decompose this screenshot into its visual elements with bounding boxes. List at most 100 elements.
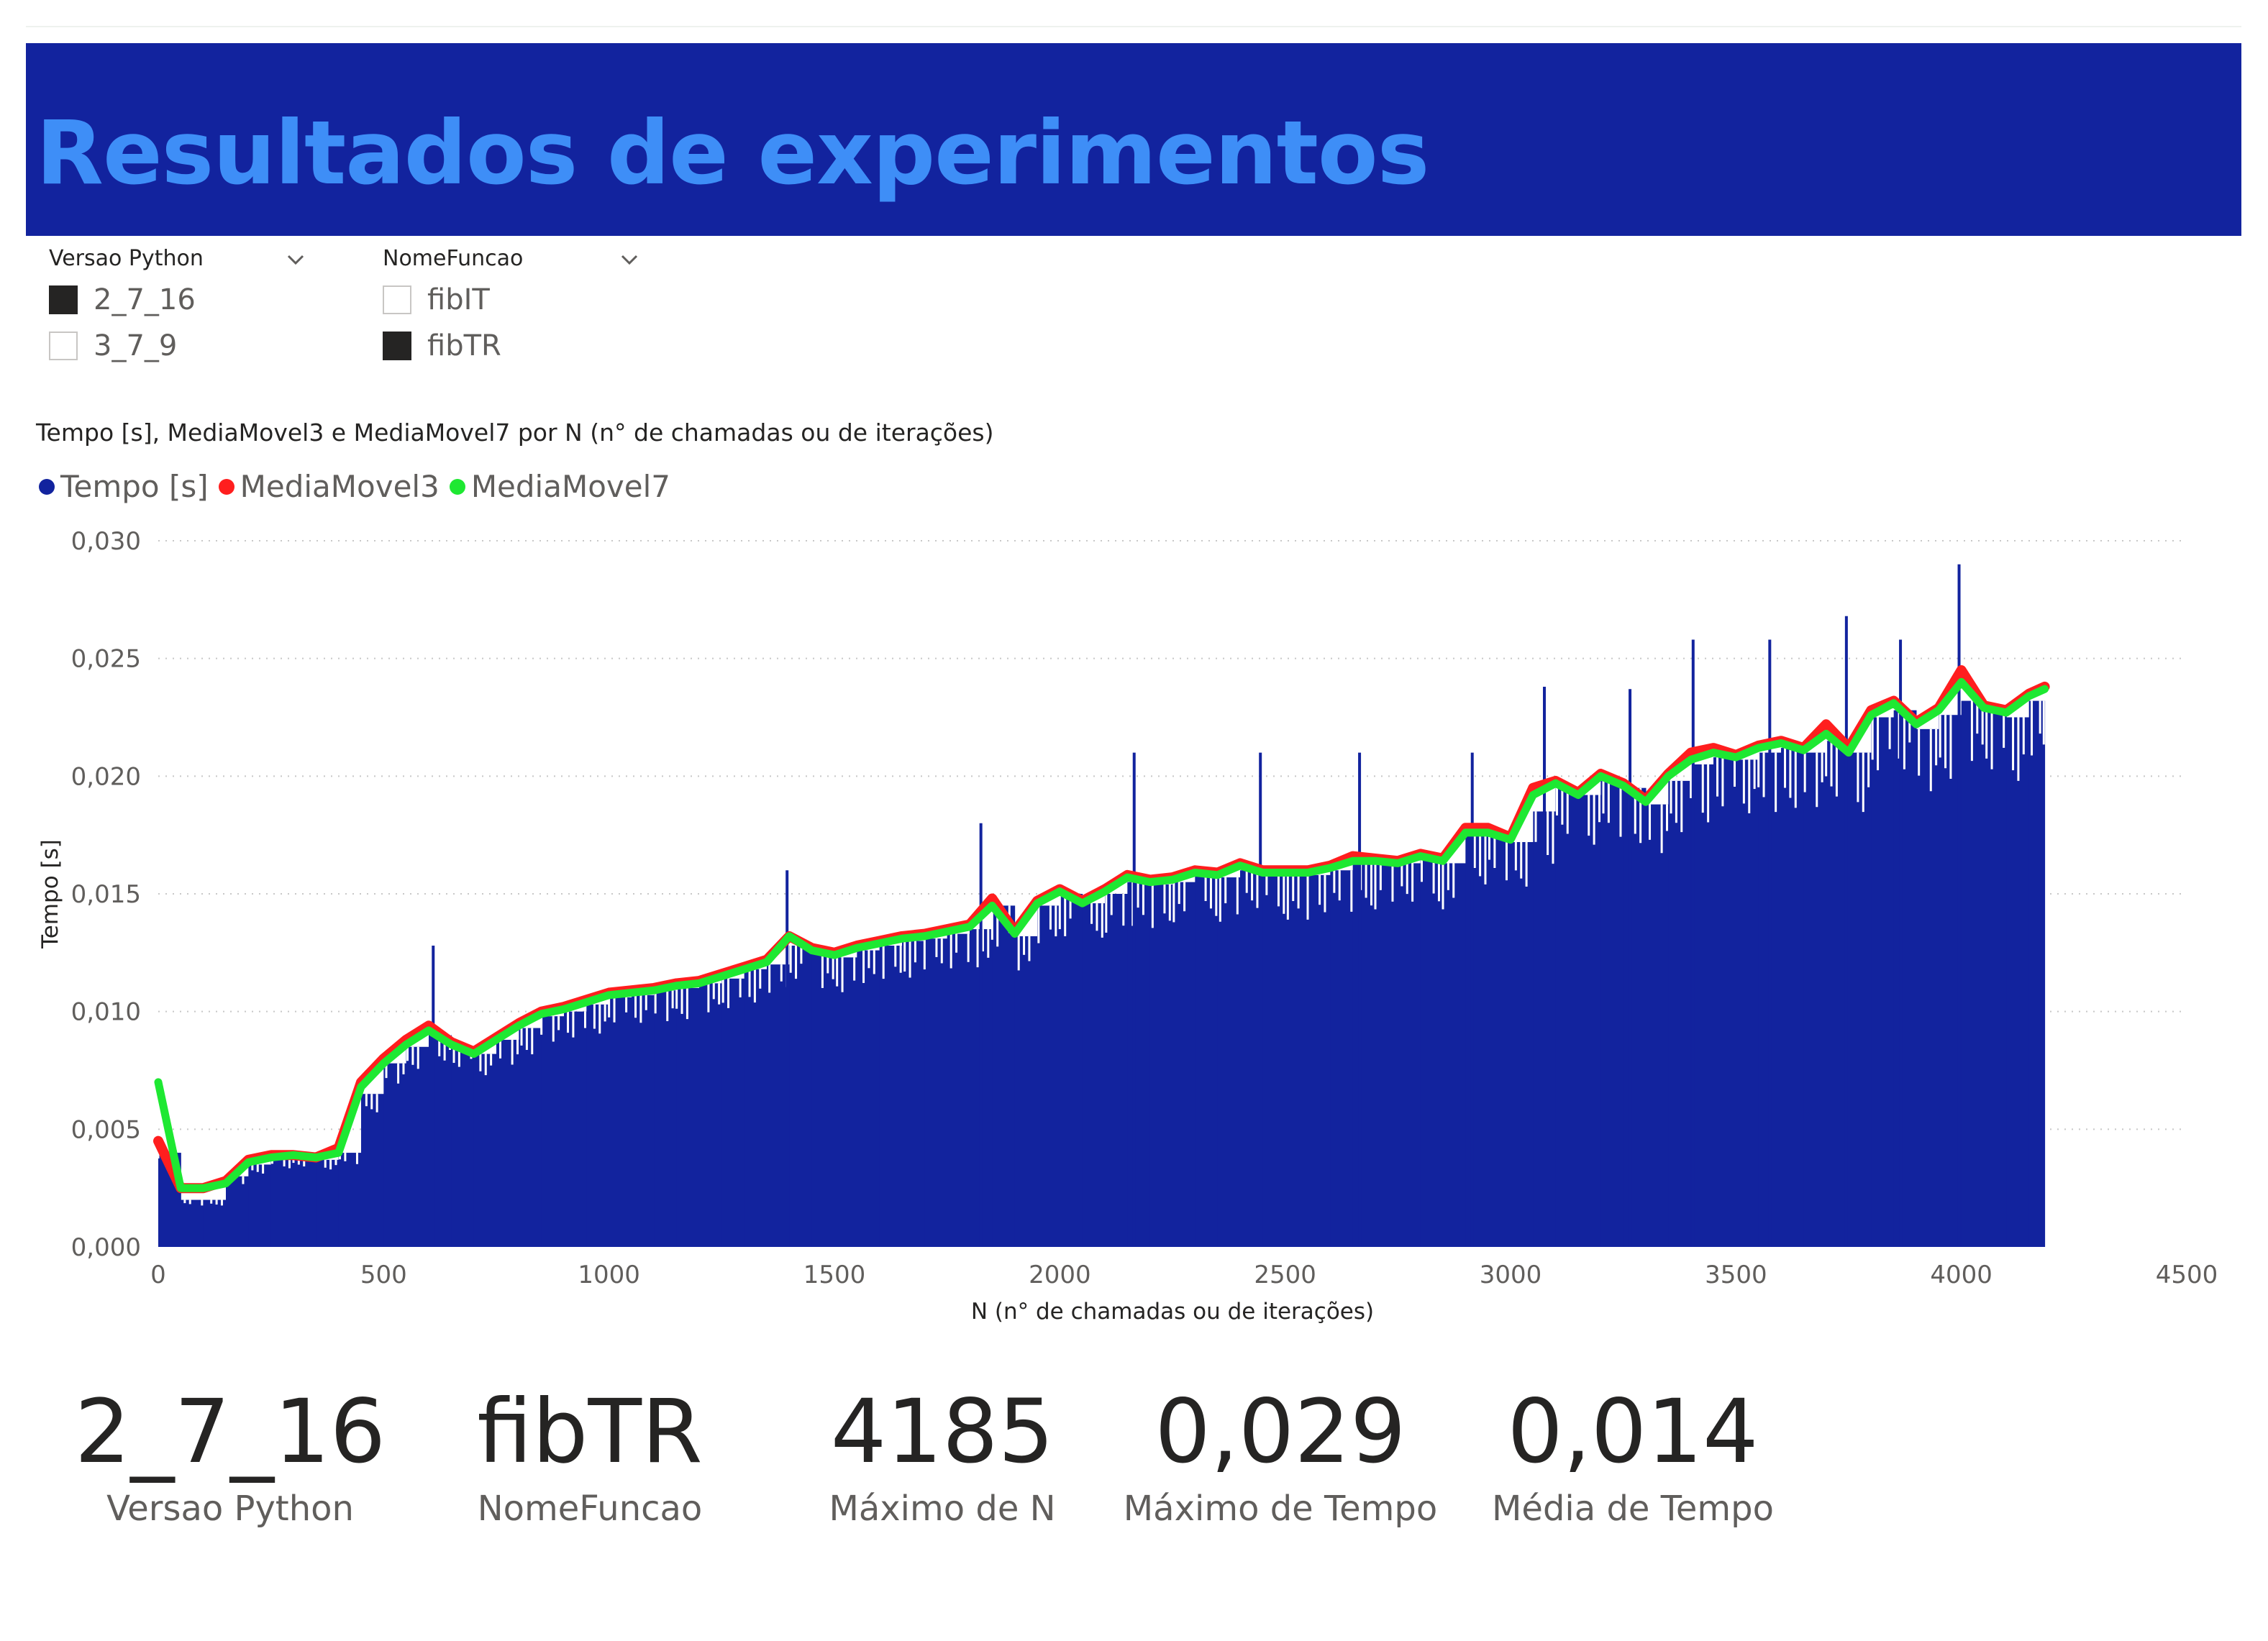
bar <box>1646 804 1669 1247</box>
bar <box>519 1028 542 1247</box>
bar <box>1330 870 1354 1247</box>
kpi-label: Máximo de Tempo <box>1123 1489 1438 1529</box>
bar <box>789 946 813 1247</box>
kpi-label: NomeFuncao <box>477 1489 703 1529</box>
chart-title: Tempo [s], MediaMovel3 e MediaMovel7 por… <box>36 419 994 447</box>
slicer-title: NomeFuncao <box>383 246 524 271</box>
checkbox-unchecked[interactable] <box>383 285 411 314</box>
kpi-value: 0,014 <box>1507 1381 1759 1483</box>
bar <box>1195 874 1219 1247</box>
x-tick-label: 500 <box>360 1261 407 1289</box>
kpi-value: 4185 <box>830 1381 1055 1483</box>
x-tick-label: 4500 <box>2156 1261 2218 1289</box>
legend-item[interactable]: Tempo [s] <box>39 469 209 504</box>
y-tick-label: 0,015 <box>71 880 141 909</box>
legend-dot-icon <box>39 478 55 495</box>
bar <box>609 997 632 1247</box>
chevron-down-icon[interactable] <box>285 249 306 270</box>
x-tick-label: 4000 <box>1930 1261 1993 1289</box>
page-title: Resultados de experimentos <box>36 102 1429 204</box>
bar <box>496 1039 519 1247</box>
kpi-card-nome-funcao: fibTR NomeFuncao <box>432 1388 748 1529</box>
bar <box>1060 894 1083 1247</box>
bar <box>1127 882 1151 1247</box>
bar <box>316 1159 340 1247</box>
bar <box>1105 894 1128 1247</box>
top-divider <box>26 26 2241 27</box>
bar <box>1781 748 1804 1247</box>
bar <box>947 933 970 1247</box>
bar <box>473 1053 497 1247</box>
bar <box>654 990 678 1247</box>
x-tick-label: 1000 <box>578 1261 640 1289</box>
slicer-versao-python: Versao Python 2_7_16 3_7_9 <box>26 237 328 381</box>
bar <box>632 995 655 1247</box>
bar <box>2028 700 2046 1247</box>
slicer-option[interactable]: 2_7_16 <box>49 282 196 318</box>
checkbox-unchecked[interactable] <box>49 332 78 360</box>
bar <box>744 969 768 1247</box>
y-tick-label: 0,005 <box>71 1115 141 1144</box>
bar <box>1149 884 1173 1247</box>
bar <box>1893 710 1917 1247</box>
kpi-label: Máximo de N <box>829 1489 1056 1529</box>
x-axis-label: N (n° de chamadas ou de iterações) <box>971 1299 1374 1325</box>
bar <box>1623 787 1647 1247</box>
bar <box>181 1199 204 1247</box>
legend-item[interactable]: MediaMovel7 <box>449 469 670 504</box>
bar <box>1961 700 1985 1247</box>
bar <box>248 1164 272 1247</box>
bar <box>1690 764 1714 1247</box>
legend-dot-icon <box>218 478 234 495</box>
slicer-option[interactable]: fibTR <box>383 328 501 364</box>
y-tick-label: 0,030 <box>71 527 141 556</box>
kpi-card-versao-python: 2_7_16 Versao Python <box>65 1388 396 1529</box>
bar <box>1465 835 1489 1247</box>
x-tick-label: 1500 <box>803 1261 866 1289</box>
bar <box>1037 905 1060 1247</box>
bar <box>834 957 857 1247</box>
bar <box>383 1063 407 1247</box>
bar <box>541 1016 565 1247</box>
bar <box>1172 882 1196 1247</box>
slicer-title: Versao Python <box>49 246 204 271</box>
y-axis-label: Tempo [s] <box>37 839 63 949</box>
slicer-option-label: 2_7_16 <box>94 283 196 316</box>
bar <box>992 905 1016 1247</box>
x-tick-label: 0 <box>150 1261 166 1289</box>
slicer-option-label: fibTR <box>427 329 501 362</box>
kpi-card-maximo-n: 4185 Máximo de N <box>791 1388 1093 1529</box>
bar <box>226 1176 249 1247</box>
legend-dot-icon <box>449 478 465 495</box>
bar <box>406 1046 429 1247</box>
bar <box>1555 787 1579 1247</box>
bar <box>1262 872 1286 1247</box>
bar <box>857 950 880 1247</box>
bar <box>564 1011 587 1247</box>
kpi-label: Média de Tempo <box>1492 1489 1774 1529</box>
slicer-option[interactable]: 3_7_9 <box>49 328 177 364</box>
bar <box>293 1157 316 1247</box>
mediamovel7-line <box>154 677 2049 1192</box>
bar <box>1352 863 1376 1247</box>
checkbox-checked[interactable] <box>383 332 411 360</box>
bar <box>902 941 925 1247</box>
bar <box>1443 863 1466 1247</box>
bar <box>451 1046 475 1247</box>
slicer-option[interactable]: fibIT <box>383 282 490 318</box>
bar <box>721 978 745 1247</box>
bar <box>1668 780 1692 1247</box>
bar <box>1984 710 2007 1247</box>
chart-legend: Tempo [s] MediaMovel3 MediaMovel7 <box>39 469 680 504</box>
x-tick-label: 3000 <box>1480 1261 1542 1289</box>
bar <box>879 946 903 1247</box>
bar <box>1849 752 1872 1247</box>
bar <box>1420 858 1444 1247</box>
bar <box>338 1153 362 1247</box>
checkbox-checked[interactable] <box>49 285 78 314</box>
x-tick-label: 2500 <box>1254 1261 1316 1289</box>
chevron-down-icon[interactable] <box>619 249 640 270</box>
line-bar-chart: 0,000 0,005 0,010 0,015 0,020 0,025 0,030 0 500 1… <box>37 527 2218 1325</box>
legend-item[interactable]: MediaMovel3 <box>218 469 440 504</box>
bar <box>1803 752 1827 1247</box>
